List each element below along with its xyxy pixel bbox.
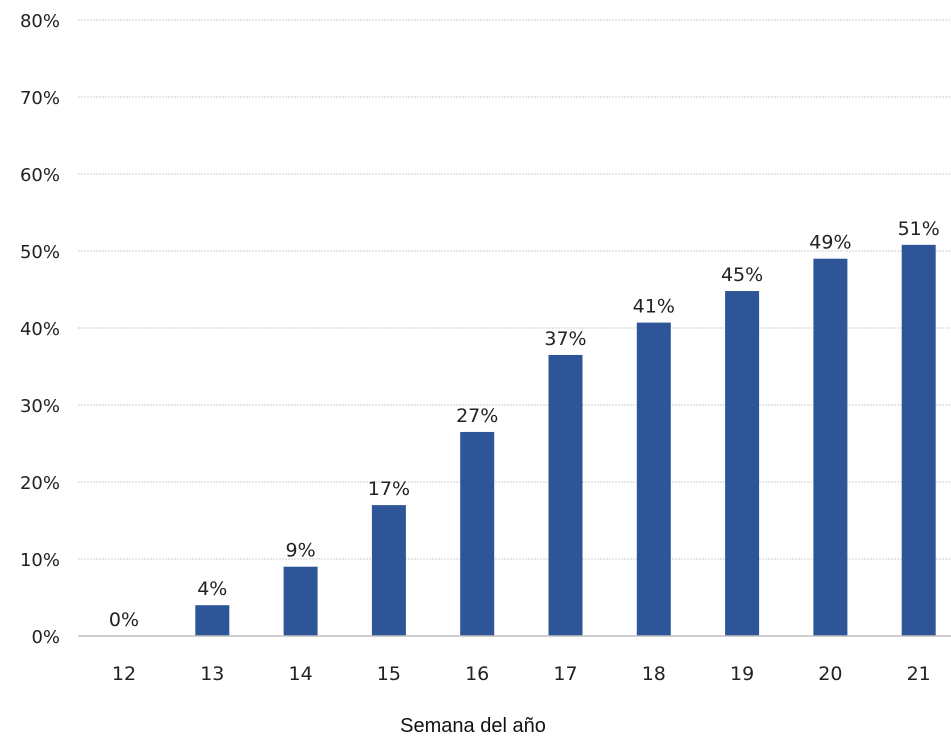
data-label-week-13: 4% [197, 578, 227, 600]
data-label-week-16: 27% [456, 405, 498, 427]
x-tick-label: 18 [642, 663, 666, 685]
y-tick-label: 40% [20, 319, 60, 340]
y-tick-label: 50% [20, 242, 60, 263]
bar-week-17 [548, 354, 583, 636]
x-tick-label: 17 [553, 663, 577, 685]
data-labels: 0% 4% 9% 17% 27% 37% 41% 45% 49% 51% [109, 218, 940, 631]
data-label-week-17: 37% [544, 328, 586, 350]
data-label-week-21: 51% [898, 218, 940, 240]
y-tick-label: 80% [20, 11, 60, 32]
x-tick-label: 15 [377, 663, 401, 685]
y-tick-label: 60% [20, 165, 60, 186]
y-tick-label: 30% [20, 396, 60, 417]
bar-week-19 [725, 291, 760, 636]
data-label-week-20: 49% [809, 232, 851, 254]
x-tick-label: 13 [200, 663, 224, 685]
x-tick-label: 20 [818, 663, 842, 685]
data-label-week-19: 45% [721, 264, 763, 286]
x-axis-title: Semana del año [400, 715, 546, 737]
data-label-week-15: 17% [368, 478, 410, 500]
bar-week-15 [371, 505, 406, 636]
bar-week-20 [813, 258, 848, 636]
bar-week-18 [636, 322, 671, 636]
y-tick-label: 20% [20, 473, 60, 494]
x-tick-label: 14 [289, 663, 313, 685]
bar-week-16 [460, 431, 495, 636]
x-tick-label: 12 [112, 663, 136, 685]
x-tick-label: 19 [730, 663, 754, 685]
bars [195, 244, 936, 636]
x-axis-ticks: 12 13 14 15 16 17 18 19 20 21 [112, 663, 931, 685]
data-label-week-12: 0% [109, 609, 139, 631]
bar-week-13 [195, 605, 230, 636]
bar-week-21 [901, 244, 936, 636]
y-tick-label: 70% [20, 88, 60, 109]
gridlines [78, 19, 951, 560]
data-label-week-14: 9% [286, 540, 316, 562]
y-tick-label: 10% [20, 550, 60, 571]
x-tick-label: 16 [465, 663, 489, 685]
y-axis-ticks: 0% 10% 20% 30% 40% 50% 60% 70% 80% [20, 11, 60, 648]
bar-week-14 [283, 566, 318, 636]
data-label-week-18: 41% [633, 296, 675, 318]
x-tick-label: 21 [907, 663, 931, 685]
y-tick-label: 0% [31, 627, 60, 648]
